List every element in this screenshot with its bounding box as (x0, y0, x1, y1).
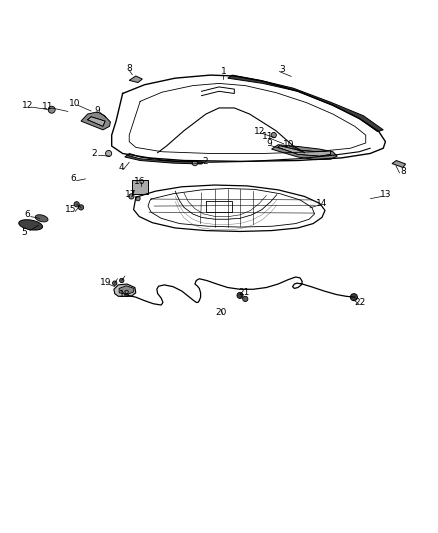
Polygon shape (88, 117, 105, 126)
Circle shape (192, 160, 198, 166)
Circle shape (129, 194, 134, 199)
Text: 11: 11 (42, 102, 54, 111)
Circle shape (74, 201, 79, 207)
Text: 17: 17 (125, 190, 136, 199)
Circle shape (113, 281, 117, 285)
FancyBboxPatch shape (132, 180, 148, 194)
Text: 8: 8 (126, 63, 132, 72)
Text: 6: 6 (71, 174, 77, 183)
Polygon shape (278, 146, 331, 156)
Text: 8: 8 (400, 166, 406, 175)
Polygon shape (129, 76, 142, 83)
Circle shape (120, 278, 124, 282)
Polygon shape (228, 75, 383, 132)
Text: 12: 12 (254, 127, 265, 136)
Text: 14: 14 (316, 199, 328, 208)
Ellipse shape (19, 220, 42, 230)
Text: 4: 4 (119, 163, 124, 172)
Circle shape (237, 292, 243, 298)
Text: 6: 6 (24, 211, 30, 219)
Circle shape (48, 106, 55, 113)
Circle shape (271, 133, 276, 138)
Text: 20: 20 (215, 308, 227, 317)
Circle shape (243, 296, 248, 302)
Text: 3: 3 (279, 65, 286, 74)
Text: 16: 16 (134, 176, 145, 185)
Text: 13: 13 (380, 190, 391, 199)
Text: 1: 1 (220, 67, 226, 76)
Text: 9: 9 (94, 106, 100, 115)
Text: 2: 2 (202, 157, 208, 166)
Circle shape (136, 197, 140, 201)
Text: 11: 11 (262, 132, 274, 141)
Text: 21: 21 (239, 288, 250, 297)
Polygon shape (114, 284, 136, 296)
Text: 10: 10 (69, 99, 80, 108)
Text: 15: 15 (65, 205, 77, 214)
Polygon shape (125, 155, 204, 164)
Text: 5: 5 (21, 228, 27, 237)
Text: 22: 22 (354, 298, 366, 307)
Polygon shape (81, 112, 110, 130)
Text: 10: 10 (283, 140, 295, 149)
Circle shape (78, 205, 84, 210)
Polygon shape (392, 160, 406, 167)
Text: 9: 9 (266, 139, 272, 148)
Ellipse shape (35, 215, 48, 222)
Text: 2: 2 (92, 149, 97, 158)
Text: 19: 19 (100, 278, 112, 287)
Text: 18: 18 (119, 290, 131, 300)
Circle shape (350, 294, 357, 301)
Text: 12: 12 (21, 101, 33, 110)
Polygon shape (272, 145, 337, 159)
Circle shape (106, 150, 112, 157)
Polygon shape (119, 286, 134, 295)
